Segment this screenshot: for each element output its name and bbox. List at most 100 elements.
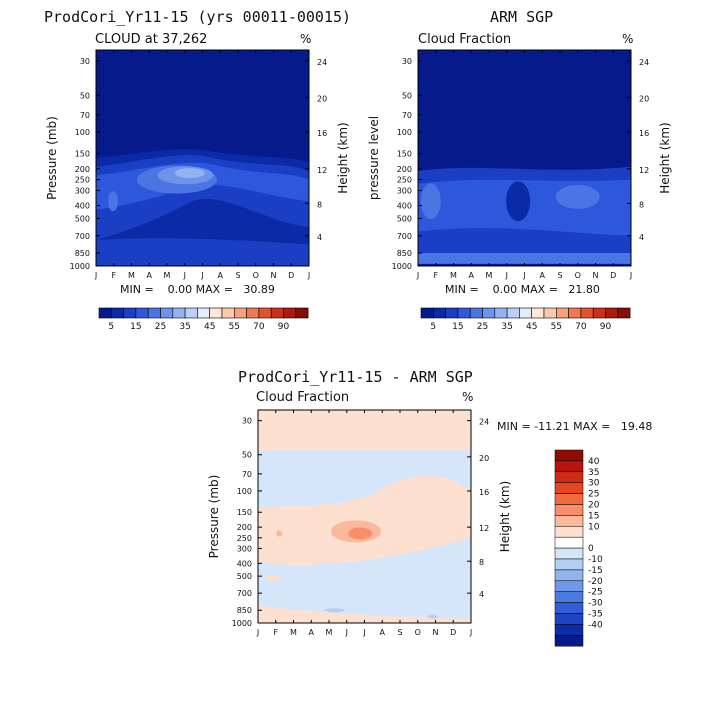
- colorbar1-swatch: [184, 307, 198, 319]
- y-tick-label: 200: [237, 523, 252, 532]
- colorbar3-swatch: [554, 624, 584, 636]
- colorbar3-swatch: [554, 449, 584, 462]
- colorbar2-swatch: [445, 307, 459, 319]
- y-axis-label: Pressure (mb): [45, 116, 59, 200]
- panel1-field: [96, 50, 309, 266]
- y-tick-right-label: 12: [479, 524, 489, 533]
- cloud-core-4: [108, 191, 119, 212]
- y-tick-label: 400: [237, 559, 252, 568]
- y-tick-right-label: 8: [317, 200, 322, 209]
- surface-layer: [418, 253, 631, 264]
- colorbar2-swatch: [605, 307, 619, 319]
- y-tick-label: 300: [237, 544, 252, 553]
- y-tick-right-label: 8: [639, 200, 644, 209]
- y-tick-label: 50: [80, 91, 90, 100]
- y-tick-label: 700: [397, 232, 412, 241]
- x-tick-label: J: [183, 271, 186, 280]
- x-tick-label: O: [415, 628, 421, 637]
- colorbar2-label: 5: [430, 322, 436, 332]
- colorbar1-label: 25: [155, 322, 166, 332]
- colorbar1-swatch: [234, 307, 247, 319]
- colorbar3-label: 35: [588, 468, 599, 478]
- y-axis-right-label: Height (km): [658, 122, 672, 193]
- x-tick-label: J: [522, 271, 525, 280]
- colorbar1-label: 55: [229, 322, 240, 332]
- y-tick-label: 300: [75, 186, 90, 195]
- panel3-minmax: MIN = -11.21 MAX = 19.48: [497, 420, 653, 433]
- panel2-plot: [417, 49, 632, 267]
- y-axis-right-label: Height (km): [498, 481, 512, 552]
- y-tick-label: 100: [397, 128, 412, 137]
- x-tick-label: F: [273, 628, 278, 637]
- panel3-title: ProdCori_Yr11-15 - ARM SGP: [238, 368, 473, 386]
- colorbar2-swatch: [482, 307, 496, 319]
- colorbar3-swatch: [554, 515, 584, 527]
- panel3-field: [258, 410, 471, 623]
- colorbar2-label: 55: [551, 322, 562, 332]
- y-tick-label: 250: [75, 176, 90, 185]
- y-tick-right-label: 20: [317, 95, 327, 104]
- x-tick-label: J: [345, 628, 348, 637]
- colorbar3-swatch: [554, 536, 584, 549]
- colorbar2-label: 15: [452, 322, 463, 332]
- colorbar1-swatch: [258, 307, 272, 319]
- colorbar1-label: 90: [278, 322, 290, 332]
- panel2-units: %: [622, 32, 634, 46]
- colorbar3-label: -30: [588, 599, 603, 609]
- colorbar1-swatch: [209, 307, 223, 319]
- y-tick-right-label: 16: [317, 129, 327, 138]
- x-tick-label: J: [94, 271, 97, 280]
- y-tick-label: 100: [75, 128, 90, 137]
- colorbar3-swatch: [554, 526, 584, 538]
- colorbar3-swatch: [554, 591, 584, 603]
- y-tick-right-label: 24: [479, 418, 489, 427]
- upper-positive: [258, 410, 471, 451]
- x-tick-label: A: [380, 628, 386, 637]
- y-tick-label: 150: [75, 150, 90, 159]
- y-tick-right-label: 4: [639, 233, 644, 242]
- colorbar3-label: 25: [588, 490, 599, 500]
- cloud-gap: [506, 181, 531, 222]
- panel3-units: %: [462, 390, 474, 404]
- y-tick-label: 400: [397, 202, 412, 211]
- x-tick-label: M: [326, 628, 333, 637]
- colorbar2-swatch: [531, 307, 545, 319]
- colorbar2-swatch: [420, 307, 434, 319]
- colorbar3-swatch: [554, 471, 584, 483]
- y-tick-label: 150: [397, 150, 412, 159]
- colorbar1-swatch: [98, 307, 112, 319]
- x-tick-label: S: [397, 628, 402, 637]
- negative-spot-2: [427, 614, 438, 619]
- x-tick-label: M: [450, 271, 457, 280]
- x-tick-label: J: [505, 271, 508, 280]
- colorbar2-label: 90: [600, 322, 612, 332]
- x-tick-label: J: [629, 271, 632, 280]
- x-tick-label: S: [557, 271, 562, 280]
- panel3-subtitle: Cloud Fraction: [256, 390, 350, 405]
- y-axis-right-label: Height (km): [336, 122, 350, 193]
- colorbar2-swatch: [568, 307, 582, 319]
- colorbar1-swatch: [246, 307, 260, 319]
- panel1-title: ProdCori_Yr11-15 (yrs 00011-00015): [44, 8, 352, 26]
- colorbar3-label: 20: [588, 501, 600, 511]
- colorbar2-swatch: [519, 307, 533, 319]
- y-tick-right-label: 8: [479, 558, 484, 567]
- y-tick-label: 200: [75, 165, 90, 174]
- x-tick-label: O: [253, 271, 259, 280]
- x-tick-label: J: [307, 271, 310, 280]
- x-tick-label: O: [575, 271, 581, 280]
- colorbar2-swatch: [617, 307, 631, 319]
- panel2-subtitle: Cloud Fraction: [418, 32, 512, 47]
- x-tick-label: J: [416, 271, 419, 280]
- cloud-core-2: [555, 184, 600, 209]
- x-tick-label: F: [433, 271, 438, 280]
- positive-band: [258, 475, 471, 566]
- x-tick-label: S: [235, 271, 240, 280]
- y-tick-label: 700: [237, 589, 252, 598]
- y-tick-label: 50: [402, 91, 412, 100]
- y-tick-right-label: 16: [639, 129, 649, 138]
- y-tick-label: 30: [242, 417, 252, 426]
- colorbar1-swatch: [135, 307, 149, 319]
- panel2-field: [418, 50, 631, 266]
